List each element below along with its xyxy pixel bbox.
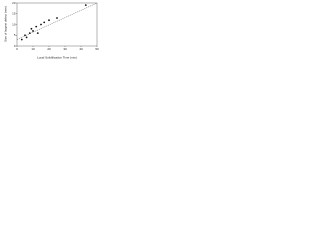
- scatter-point: [56, 17, 58, 19]
- chart: Local Solidification Time (min) Size of …: [3, 1, 99, 60]
- x-tick-label: 10: [31, 47, 35, 51]
- y-tick-label: 0: [14, 44, 16, 48]
- scatter-point: [35, 25, 38, 28]
- plot-frame: [16, 2, 98, 47]
- trend-line: [16, 2, 98, 40]
- y-tick-label: 20: [12, 1, 16, 5]
- y-axis-label: Size of largest defect (mm): [3, 6, 7, 42]
- scatter-point: [36, 32, 39, 34]
- scatter-point: [32, 30, 34, 32]
- scatter-point: [28, 32, 31, 34]
- x-tick-label: 20: [47, 47, 51, 51]
- x-tick-label: 50: [95, 47, 99, 51]
- scatter-point: [48, 19, 50, 22]
- scatter-point: [84, 4, 87, 7]
- y-tick-label: 10: [12, 22, 16, 26]
- y-tick-label: 5: [14, 33, 16, 37]
- scatter-point: [40, 23, 42, 26]
- scatter-point: [25, 36, 28, 39]
- x-tick-label: 0: [16, 47, 18, 51]
- scatter-point: [30, 27, 33, 30]
- scatter-point: [24, 34, 26, 37]
- scatter-point: [43, 21, 46, 24]
- y-tick-label: 15: [12, 12, 16, 16]
- page: {"chart_data": {"type": "scatter", "x_la…: [0, 0, 100, 63]
- x-tick-label: 40: [79, 47, 83, 51]
- scatter-point: [20, 38, 23, 41]
- x-tick-label: 30: [63, 47, 67, 51]
- x-axis-label: Local Solidification Time (min): [37, 55, 77, 59]
